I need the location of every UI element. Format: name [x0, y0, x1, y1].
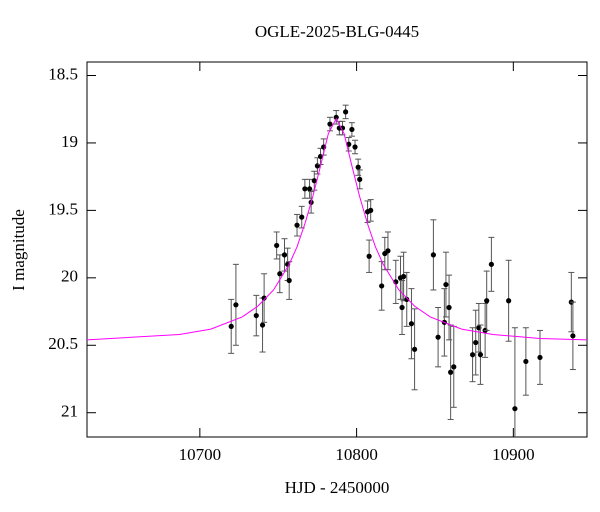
data-point — [448, 369, 454, 375]
plot-frame — [86, 61, 588, 438]
data-point — [488, 261, 494, 267]
data-point — [506, 298, 512, 304]
data-point — [469, 352, 476, 358]
data-point — [302, 186, 308, 192]
data-point — [306, 186, 313, 192]
data-point — [408, 321, 415, 327]
data-point — [399, 304, 405, 311]
data-point — [357, 176, 363, 182]
data-point — [233, 302, 239, 308]
data-point — [451, 364, 457, 370]
x-axis-label: HJD - 2450000 — [285, 478, 390, 497]
data-point — [512, 406, 518, 412]
data-point — [259, 322, 266, 328]
data-point — [339, 125, 346, 131]
data-point — [368, 207, 374, 213]
data-point — [281, 252, 288, 258]
model-curve — [87, 117, 587, 341]
y-axis-label: I magnitude — [9, 209, 28, 291]
y-tick-label: 19 — [61, 132, 78, 151]
chart-title: OGLE-2025-BLG-0445 — [255, 22, 419, 41]
data-point — [352, 144, 358, 150]
data-point — [379, 283, 385, 289]
data-point — [333, 114, 339, 120]
data-point — [523, 358, 529, 365]
data-point — [430, 252, 436, 258]
data-point — [261, 295, 267, 301]
data-point — [401, 273, 407, 280]
data-point — [484, 298, 490, 304]
data-point — [274, 242, 280, 249]
data-point — [435, 334, 441, 340]
data-point — [473, 339, 479, 346]
data-point — [477, 352, 484, 358]
y-tick-label: 19.5 — [48, 199, 78, 218]
y-tick-label: 20.5 — [48, 334, 78, 353]
x-tick-label: 10900 — [492, 445, 535, 464]
data-point — [366, 253, 372, 259]
data-point — [404, 296, 410, 303]
y-tick-label: 21 — [61, 402, 78, 421]
data-point — [277, 271, 283, 277]
data-point — [253, 312, 259, 319]
y-tick-label: 20 — [61, 267, 78, 286]
data-point — [286, 277, 292, 284]
data-point — [349, 126, 355, 133]
data-point — [446, 304, 452, 311]
data-point — [355, 164, 361, 170]
data-point — [411, 346, 418, 352]
data-point — [327, 121, 333, 127]
x-tick-label: 10700 — [179, 445, 222, 464]
y-tick-label: 18.5 — [48, 64, 78, 83]
data-point — [443, 281, 449, 288]
data-point — [311, 178, 317, 184]
data-point — [537, 354, 543, 361]
x-tick-label: 10800 — [335, 445, 378, 464]
data-point — [294, 222, 300, 228]
data-point — [570, 333, 576, 339]
data-point — [228, 323, 234, 329]
data-point — [299, 214, 305, 220]
data-point — [385, 248, 391, 254]
data-point — [343, 109, 349, 115]
